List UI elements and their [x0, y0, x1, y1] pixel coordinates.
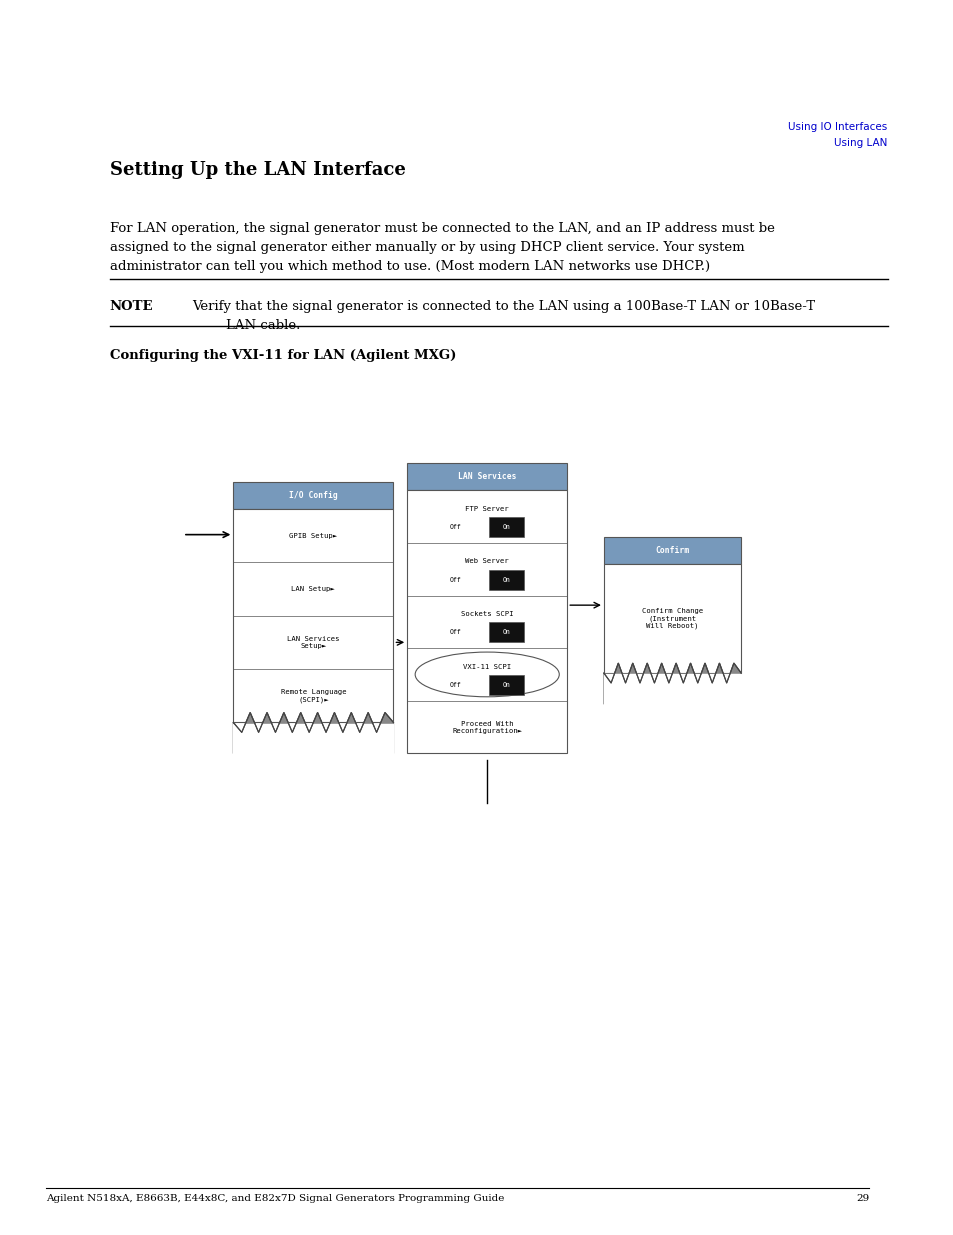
Text: NOTE: NOTE — [110, 300, 153, 314]
Text: LAN Services
Setup►: LAN Services Setup► — [287, 636, 339, 648]
Text: Agilent N518xA, E8663B, E44x8C, and E82x7D Signal Generators Programming Guide: Agilent N518xA, E8663B, E44x8C, and E82x… — [46, 1194, 503, 1203]
Text: FTP Server: FTP Server — [465, 505, 509, 511]
Text: VXI-11 SCPI: VXI-11 SCPI — [462, 663, 511, 669]
FancyBboxPatch shape — [488, 676, 523, 695]
Text: On: On — [502, 630, 510, 635]
FancyBboxPatch shape — [233, 482, 393, 509]
FancyBboxPatch shape — [603, 537, 740, 564]
Text: For LAN operation, the signal generator must be connected to the LAN, and an IP : For LAN operation, the signal generator … — [110, 222, 774, 273]
Text: Off: Off — [449, 577, 460, 583]
Text: LAN Setup►: LAN Setup► — [292, 585, 335, 592]
Text: Using IO Interfaces: Using IO Interfaces — [787, 122, 886, 132]
Text: GPIB Setup►: GPIB Setup► — [289, 532, 337, 538]
Text: On: On — [502, 682, 510, 688]
Text: LAN Services: LAN Services — [457, 472, 516, 482]
Text: Confirm Change
(Instrument
Will Reboot): Confirm Change (Instrument Will Reboot) — [641, 608, 702, 630]
Polygon shape — [603, 674, 740, 716]
FancyBboxPatch shape — [407, 490, 567, 753]
Text: On: On — [502, 524, 510, 530]
Text: Verify that the signal generator is connected to the LAN using a 100Base-T LAN o: Verify that the signal generator is conn… — [192, 300, 815, 332]
Text: Confirm: Confirm — [655, 546, 689, 556]
Polygon shape — [233, 713, 393, 753]
FancyBboxPatch shape — [488, 517, 523, 537]
Text: I/O Config: I/O Config — [289, 490, 337, 500]
Text: Remote Language
(SCPI)►: Remote Language (SCPI)► — [280, 689, 346, 703]
FancyBboxPatch shape — [488, 622, 523, 642]
Polygon shape — [603, 663, 740, 704]
Polygon shape — [233, 724, 393, 766]
Text: On: On — [502, 577, 510, 583]
FancyBboxPatch shape — [488, 569, 523, 590]
Text: Sockets SCPI: Sockets SCPI — [460, 611, 513, 618]
Text: Setting Up the LAN Interface: Setting Up the LAN Interface — [110, 161, 405, 179]
FancyBboxPatch shape — [603, 564, 740, 673]
FancyBboxPatch shape — [407, 463, 567, 490]
Text: Configuring the VXI-11 for LAN (Agilent MXG): Configuring the VXI-11 for LAN (Agilent … — [110, 348, 456, 362]
Text: Using LAN: Using LAN — [833, 138, 886, 148]
Text: Off: Off — [449, 630, 460, 635]
Text: Off: Off — [449, 524, 460, 530]
Text: 29: 29 — [855, 1194, 868, 1203]
FancyBboxPatch shape — [233, 509, 393, 722]
Text: Web Server: Web Server — [465, 558, 509, 564]
Text: Proceed With
Reconfiguration►: Proceed With Reconfiguration► — [452, 720, 521, 734]
Text: Off: Off — [449, 682, 460, 688]
